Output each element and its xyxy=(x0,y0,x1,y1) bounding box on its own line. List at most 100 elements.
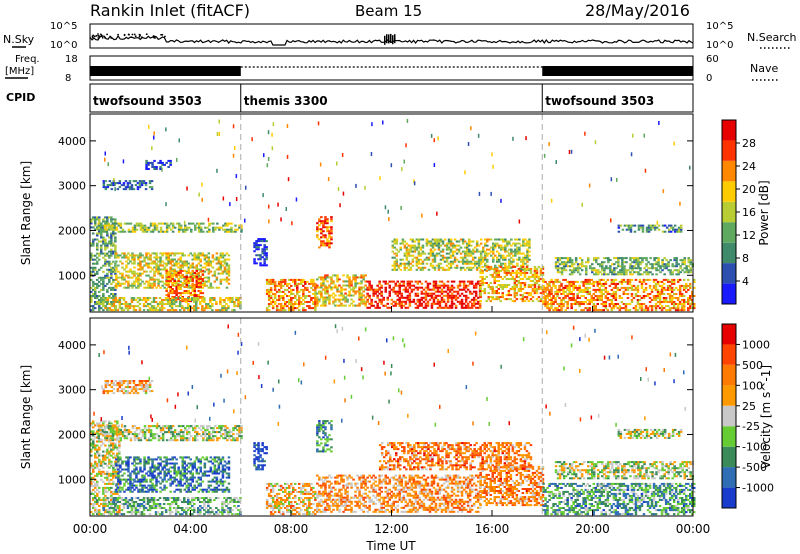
data-cell xyxy=(491,290,495,293)
data-cell xyxy=(147,262,150,265)
data-cell xyxy=(115,276,118,279)
data-speck xyxy=(430,133,433,138)
data-cell xyxy=(189,286,193,289)
data-cell xyxy=(395,254,399,257)
data-cell xyxy=(453,246,457,249)
data-cell xyxy=(212,222,215,225)
data-cell xyxy=(151,284,154,287)
data-cell xyxy=(466,302,470,305)
data-cell xyxy=(372,292,375,295)
y-tick-label: 1000 xyxy=(58,269,86,282)
data-cell xyxy=(474,306,478,309)
data-cell xyxy=(173,282,176,285)
data-cell xyxy=(108,264,111,267)
data-cell xyxy=(479,238,483,241)
data-cell xyxy=(386,306,390,309)
data-cell xyxy=(646,295,650,298)
data-speck xyxy=(271,132,273,137)
data-cell xyxy=(479,254,483,257)
data-cell xyxy=(610,295,614,298)
data-cell xyxy=(580,280,583,283)
data-cell xyxy=(491,296,495,299)
data-cell xyxy=(255,262,258,265)
data-cell xyxy=(548,307,551,310)
data-cell xyxy=(110,234,113,237)
data-cell xyxy=(176,305,180,308)
data-cell xyxy=(653,224,657,227)
data-cell xyxy=(562,297,565,300)
data-cell xyxy=(173,252,176,255)
data-cell xyxy=(306,286,309,289)
data-cell xyxy=(515,273,519,276)
data-cell xyxy=(171,278,174,281)
data-cell xyxy=(165,282,168,285)
data-cell xyxy=(142,180,146,183)
data-cell xyxy=(171,222,175,225)
data-cell xyxy=(417,244,421,247)
data-cell xyxy=(179,256,182,259)
data-cell xyxy=(139,274,142,277)
data-cell xyxy=(631,269,634,272)
data-cell xyxy=(197,276,201,279)
data-cell xyxy=(648,278,652,281)
data-cell xyxy=(360,286,363,289)
nsearch-point xyxy=(97,37,100,39)
data-cell xyxy=(153,226,157,229)
data-cell xyxy=(678,290,682,293)
data-cell xyxy=(533,265,537,268)
data-cell xyxy=(133,282,136,285)
data-cell xyxy=(199,278,203,281)
data-cell xyxy=(605,273,608,276)
data-cell xyxy=(300,288,303,291)
data-cell xyxy=(614,303,618,306)
data-cell xyxy=(143,258,146,261)
data-cell xyxy=(492,242,495,245)
data-cell xyxy=(401,258,405,261)
data-cell xyxy=(104,222,107,225)
data-cell xyxy=(516,242,519,245)
data-cell xyxy=(171,264,174,267)
data-cell xyxy=(602,301,606,304)
data-cell xyxy=(282,297,285,300)
data-cell xyxy=(131,254,134,257)
data-cell xyxy=(98,280,101,283)
data-cell xyxy=(98,438,101,441)
data-cell xyxy=(328,244,331,247)
data-cell xyxy=(314,299,317,302)
data-cell xyxy=(621,228,625,231)
data-cell xyxy=(294,282,297,285)
data-cell xyxy=(519,288,523,291)
data-cell xyxy=(564,295,567,298)
data-cell xyxy=(467,254,471,257)
data-cell xyxy=(685,286,688,289)
data-cell xyxy=(130,305,134,308)
data-cell xyxy=(151,286,154,289)
data-cell xyxy=(145,230,149,233)
data-cell xyxy=(403,244,407,247)
data-cell xyxy=(515,275,519,278)
data-cell xyxy=(106,299,110,302)
data-cell xyxy=(167,282,170,285)
data-cell xyxy=(644,288,648,291)
data-cell xyxy=(110,262,113,265)
data-cell xyxy=(115,252,118,255)
data-cell xyxy=(494,244,497,247)
data-cell xyxy=(450,302,454,305)
data-cell xyxy=(92,240,95,243)
data-cell xyxy=(461,238,465,241)
data-cell xyxy=(366,288,369,291)
data-cell xyxy=(175,288,178,291)
data-cell xyxy=(114,218,117,221)
data-cell xyxy=(191,272,195,275)
data-cell xyxy=(509,273,513,276)
data-cell xyxy=(259,256,262,259)
data-cell xyxy=(522,238,525,241)
nave-label: Nave xyxy=(750,62,778,75)
data-cell xyxy=(160,303,164,306)
data-cell xyxy=(519,286,523,289)
data-cell xyxy=(624,307,628,310)
data-cell xyxy=(463,250,467,253)
data-cell xyxy=(445,268,449,271)
data-cell xyxy=(259,244,262,247)
data-cell xyxy=(554,278,557,281)
